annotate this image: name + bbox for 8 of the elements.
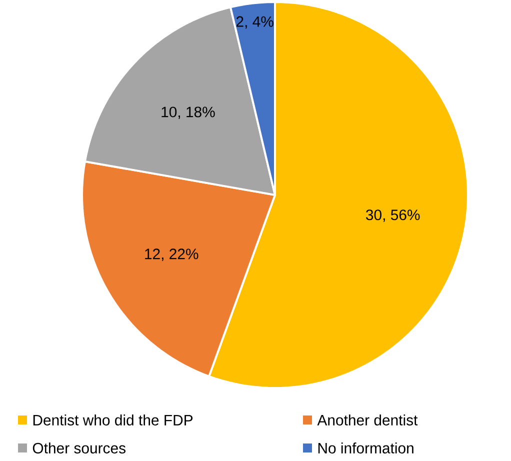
data-label: 10, 18%	[162, 106, 215, 120]
data-label: 2, 4%	[236, 16, 274, 29]
legend-label: Dentist who did the FDP	[33, 414, 193, 426]
legend-label: Another dentist	[317, 414, 418, 426]
legend-label: Other sources	[32, 442, 126, 454]
data-label: 12, 22%	[145, 248, 198, 261]
legend-label: No information	[318, 442, 414, 454]
data-label: 30, 56%	[366, 210, 420, 222]
